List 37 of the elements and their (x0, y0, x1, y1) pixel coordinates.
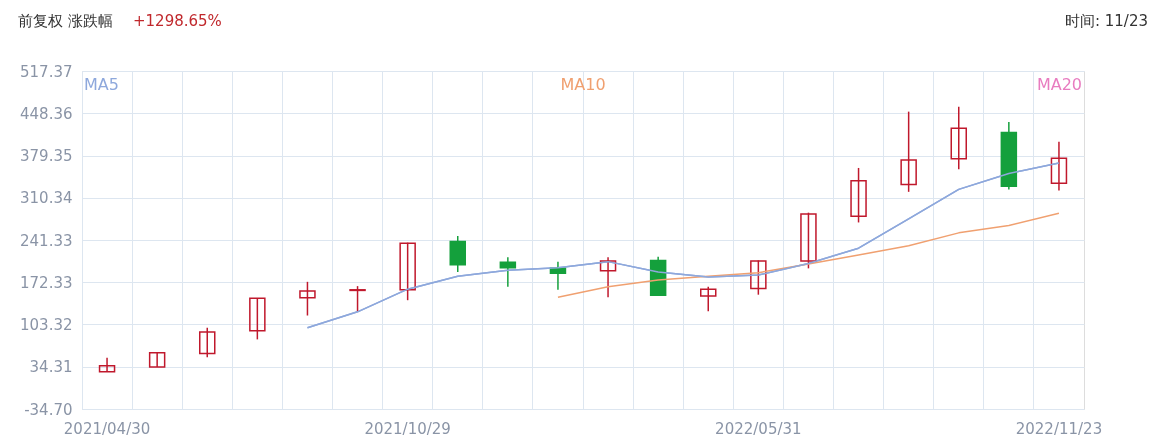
y-tick-label: 310.34 (20, 189, 73, 208)
legend-label: MA20 (1036, 75, 1082, 94)
x-tick-label: 2021/10/29 (364, 419, 451, 438)
candlestick (399, 241, 416, 301)
candlestick (950, 105, 967, 170)
x-tick-label: 2022/05/31 (715, 419, 802, 438)
line-series (557, 212, 1060, 298)
text: MA10 (560, 75, 606, 94)
y-tick-label: 241.33 (20, 231, 73, 250)
y-tick-label: 517.37 (20, 62, 73, 81)
candlestick (900, 110, 917, 193)
text: 时间: 11/23 (1064, 12, 1148, 30)
y-tick-label: -34.70 (24, 400, 73, 419)
candlestick (249, 297, 266, 341)
candlestick (349, 285, 366, 313)
candlestick (98, 357, 116, 373)
candlestick (499, 256, 517, 288)
text: MA5 (84, 75, 119, 94)
x-tick-label: 2022/11/23 (1015, 419, 1103, 438)
candlestick (800, 211, 817, 270)
y-tick-label: 448.36 (20, 104, 73, 123)
candlestick (299, 281, 316, 317)
text: +1298.65% (133, 12, 222, 30)
y-tick-label: 172.33 (20, 273, 73, 292)
candlestick (148, 351, 166, 368)
candlestick (1050, 140, 1068, 192)
candlestick (750, 259, 767, 296)
candlestick (599, 256, 617, 298)
chart-title: 前复权 涨跌幅 (18, 12, 113, 30)
y-tick-label: 34.31 (29, 358, 73, 377)
candlestick (199, 327, 216, 358)
y-tick-label: 379.35 (20, 147, 73, 165)
candlestick (700, 285, 717, 312)
candlestick (850, 167, 867, 224)
y-tick-label: 103.32 (20, 316, 73, 334)
candlestick (449, 235, 466, 273)
x-tick-label: 2021/04/30 (63, 419, 151, 438)
